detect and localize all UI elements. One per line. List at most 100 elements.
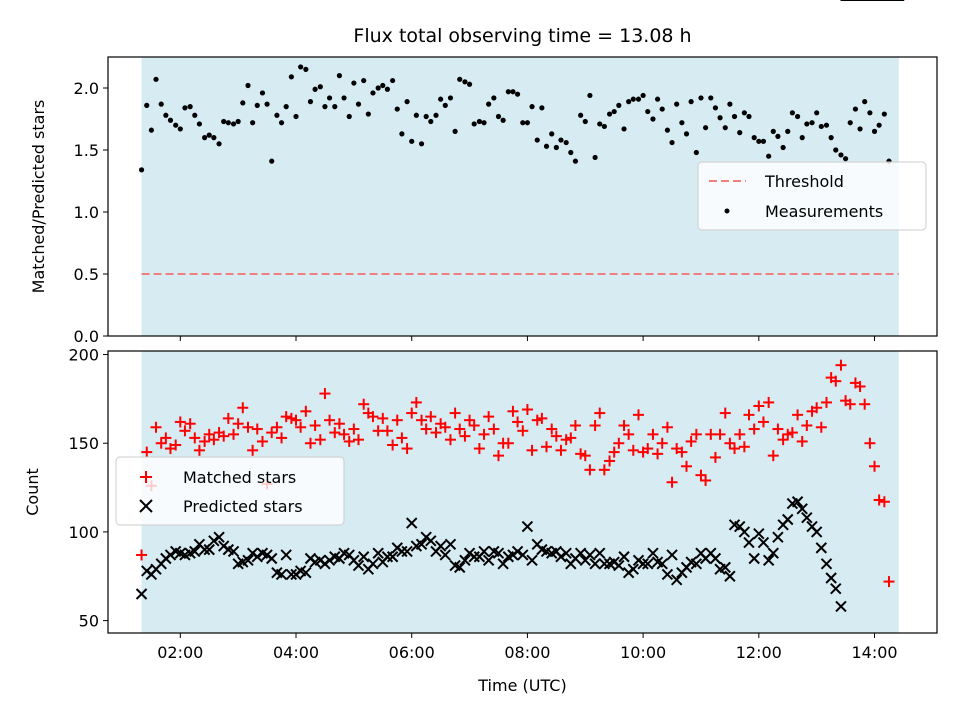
matched-star-point (854, 380, 866, 392)
measurement-point (529, 104, 535, 110)
matched-star-point (401, 443, 413, 455)
matched-star-point (734, 428, 746, 440)
predicted-star-point (511, 545, 524, 558)
matched-star-point (608, 446, 620, 458)
measurement-point (278, 120, 285, 126)
predicted-star-point (666, 549, 678, 561)
matched-star-point (329, 427, 341, 439)
matched-star-point (878, 496, 890, 508)
predicted-star-point (372, 547, 384, 559)
matched-star-point (873, 494, 885, 506)
matched-star-point (276, 432, 288, 444)
predicted-star-point (801, 512, 813, 524)
measurement-point (447, 95, 454, 101)
predicted-star-point (724, 570, 736, 582)
predicted-star-point (189, 545, 201, 558)
matched-star-point (729, 443, 741, 455)
matched-star-point (594, 407, 606, 419)
matched-star-point (174, 416, 186, 428)
measurement-point (616, 102, 622, 108)
legend-threshold-label: Threshold (764, 172, 844, 191)
matched-star-point (228, 428, 240, 440)
matched-star-point (300, 405, 312, 417)
measurement-point (196, 121, 203, 127)
matched-star-point (136, 549, 148, 561)
matched-star-point (705, 428, 717, 440)
matched-star-point (271, 421, 283, 433)
matched-star-point (232, 418, 244, 430)
matched-star-point (526, 444, 538, 456)
x-tick-label: 06:00 (389, 643, 435, 662)
measurement-point (592, 154, 598, 161)
measurement-point (756, 138, 762, 144)
measurement-point (167, 117, 174, 123)
measurement-point (862, 99, 868, 105)
measurement-point (611, 108, 617, 115)
matched-star-point (623, 428, 635, 440)
top-panel: 0.0 0.5 1.0 1.5 2.0 Flux total observing tim… (29, 25, 938, 346)
matched-star-point (613, 437, 625, 449)
matched-star-point (468, 419, 480, 431)
matched-star-point (666, 476, 678, 488)
measurement-point (679, 120, 685, 126)
measurement-point (495, 113, 502, 120)
predicted-star-point (661, 568, 674, 581)
matched-star-point (459, 430, 471, 442)
bottom-y-axis-label: Count (23, 468, 42, 516)
predicted-star-point (208, 535, 220, 547)
measurement-point (621, 126, 627, 132)
measurement-point (645, 108, 651, 115)
matched-star-point (844, 398, 856, 410)
matched-star-point (753, 400, 765, 412)
predicted-star-point (767, 547, 779, 559)
predicted-stars-points (135, 0, 904, 613)
matched-star-point (869, 460, 881, 472)
matched-star-point (391, 414, 403, 426)
y-tick-label: 1.0 (74, 203, 99, 222)
matched-star-point (199, 435, 211, 447)
measurement-point (202, 135, 208, 141)
x-tick-label: 08:00 (504, 643, 550, 662)
predicted-star-point (791, 496, 804, 508)
measurement-point (572, 158, 579, 164)
y-tick-label: 50 (79, 612, 99, 631)
matched-star-point (444, 434, 456, 446)
matched-star-point (348, 423, 360, 435)
predicted-star-point (647, 547, 659, 559)
matched-star-point (565, 432, 577, 444)
predicted-star-point (454, 561, 466, 574)
predicted-star-point (753, 527, 765, 540)
measurement-point (211, 135, 217, 141)
matched-star-point (387, 439, 399, 451)
x-tick-label: 14:00 (851, 643, 897, 662)
measurement-point (693, 149, 699, 156)
measurement-point (158, 101, 164, 107)
measurement-point (842, 156, 849, 162)
matched-star-point (604, 455, 616, 467)
measurement-point (587, 92, 593, 99)
y-tick-label: 0.0 (74, 327, 99, 346)
bottom-panel: 50 100 150 200 02:00 04:00 06:00 08:00 10:00 12:… (23, 0, 938, 695)
predicted-star-point (796, 503, 808, 515)
measurement-point (230, 121, 237, 127)
measurement-point (500, 117, 506, 123)
legend-predicted-swatch (139, 499, 153, 513)
measurement-point (486, 101, 492, 107)
measurement-point (702, 125, 709, 131)
matched-star-point (685, 435, 697, 447)
measurement-point (471, 121, 477, 127)
y-tick-label: 100 (68, 523, 99, 542)
measurement-point (206, 132, 212, 138)
predicted-star-point (589, 558, 601, 570)
matched-star-point (406, 407, 418, 419)
predicted-star-point (637, 558, 649, 570)
measurement-point (384, 86, 391, 92)
top-legend: Threshold Measurements (697, 161, 927, 231)
matched-star-point (821, 396, 833, 408)
measurement-point (235, 118, 241, 125)
matched-star-point (266, 427, 278, 439)
matched-star-point (517, 425, 529, 437)
measurement-point (828, 135, 834, 141)
predicted-star-point (748, 552, 760, 565)
matched-star-point (449, 407, 461, 419)
